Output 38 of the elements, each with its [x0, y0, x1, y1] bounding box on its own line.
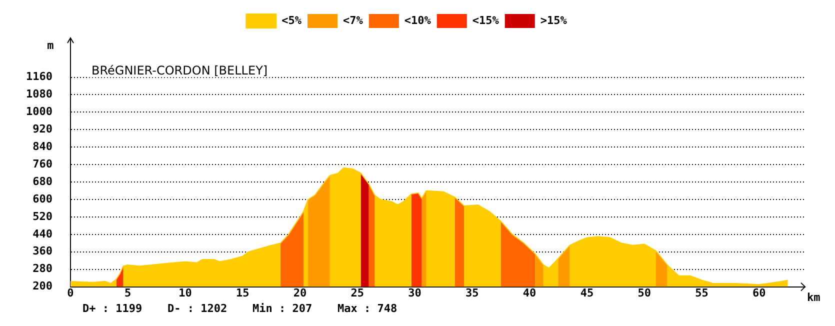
- y-tick-label: 840: [32, 140, 52, 153]
- x-axis-title: km: [807, 291, 821, 304]
- y-tick-label: 200: [32, 280, 52, 293]
- text: D+ : 1199: [82, 302, 142, 316]
- y-tick-label: 520: [32, 210, 52, 223]
- x-tick-label: 55: [695, 286, 708, 300]
- legend-label: <10%: [404, 14, 432, 27]
- y-tick-label: 600: [32, 192, 52, 206]
- x-tick-label: 15: [236, 286, 250, 300]
- x-tick-label: 10: [178, 286, 192, 300]
- y-axis-title: m: [47, 38, 54, 52]
- text: Max : 748: [337, 302, 398, 316]
- x-tick-label: 35: [466, 286, 479, 300]
- y-tick-label: 1080: [26, 88, 52, 101]
- y-tick-label: 680: [32, 174, 52, 188]
- x-tick-label: 25: [350, 286, 364, 300]
- x-tick-label: 30: [408, 286, 422, 300]
- y-tick-label: 1160: [26, 70, 52, 84]
- x-tick-label: 40: [522, 286, 536, 300]
- y-tick-label: 920: [32, 122, 52, 136]
- legend-label: <15%: [472, 14, 500, 27]
- text: Min : 207: [252, 302, 312, 316]
- y-tick-label: 1000: [26, 105, 52, 118]
- x-tick-label: 0: [67, 286, 74, 300]
- y-tick-label: 760: [32, 157, 52, 170]
- x-tick-label: 5: [124, 286, 132, 300]
- text: BRéGNIER-CORDON [BELLEY]: [91, 63, 268, 78]
- y-tick-label: 360: [32, 244, 52, 258]
- x-tick-label: 20: [293, 286, 307, 300]
- y-tick-label: 440: [32, 227, 52, 240]
- legend-label: <7%: [343, 14, 364, 27]
- x-tick-label: 60: [752, 286, 766, 300]
- legend-label: <5%: [282, 14, 302, 27]
- legend-label: >15%: [540, 14, 568, 27]
- x-tick-label: 50: [638, 286, 651, 300]
- x-tick-label: 45: [580, 286, 594, 300]
- y-tick-label: 280: [32, 262, 52, 276]
- text: D- : 1202: [167, 302, 228, 316]
